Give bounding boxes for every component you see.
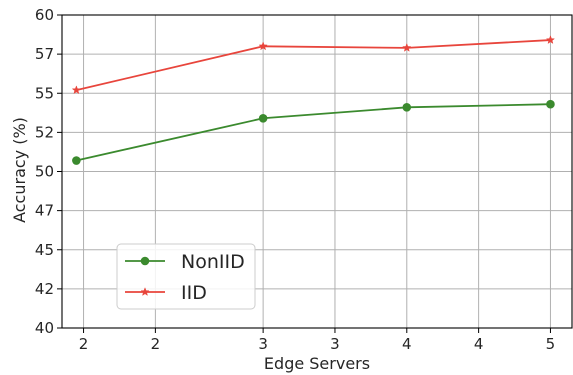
x-tick-label: 3 <box>258 335 268 353</box>
series-line-iid <box>76 39 551 91</box>
x-tick-label: 2 <box>151 335 161 353</box>
legend-marker-iid <box>140 287 150 296</box>
legend-marker-noniid <box>140 256 150 266</box>
x-tick-label: 2 <box>79 335 89 353</box>
x-tick-label: 3 <box>330 335 340 353</box>
data-point-noniid <box>402 103 412 112</box>
y-tick-label: 45 <box>35 241 54 259</box>
legend-item-noniid: NonIID <box>125 251 245 273</box>
legend-label-iid: IID <box>181 282 207 304</box>
x-tick-label: 4 <box>474 335 484 353</box>
y-tick-label: 50 <box>35 163 54 181</box>
data-point-noniid <box>546 99 555 109</box>
data-point-iid <box>71 85 82 95</box>
series-noniid <box>72 99 555 165</box>
legend-label-noniid: NonIID <box>181 251 245 273</box>
y-tick-label: 40 <box>35 319 54 337</box>
data-point-iid <box>545 35 556 45</box>
data-series <box>71 35 556 165</box>
y-tick-label: 42 <box>35 280 54 298</box>
grid-lines <box>62 14 572 329</box>
y-tick-label: 57 <box>35 45 54 63</box>
x-tick-label: 5 <box>546 335 556 353</box>
legend: NonIID IID <box>116 243 256 310</box>
data-point-noniid <box>72 156 81 165</box>
series-line-noniid <box>76 103 551 162</box>
legend-item-iid: IID <box>125 282 207 304</box>
y-tick-label: 47 <box>35 202 54 220</box>
data-point-noniid <box>258 113 268 123</box>
y-tick-label: 52 <box>35 123 54 141</box>
data-point-iid <box>258 41 268 51</box>
x-axis-label: Edge Servers <box>264 354 370 373</box>
data-point-iid <box>402 42 412 52</box>
series-iid <box>71 35 556 95</box>
y-tick-label: 60 <box>35 6 54 24</box>
x-tick-label: 4 <box>402 335 412 353</box>
y-tick-label: 55 <box>35 84 54 102</box>
y-axis-label: Accuracy (%) <box>10 117 29 223</box>
